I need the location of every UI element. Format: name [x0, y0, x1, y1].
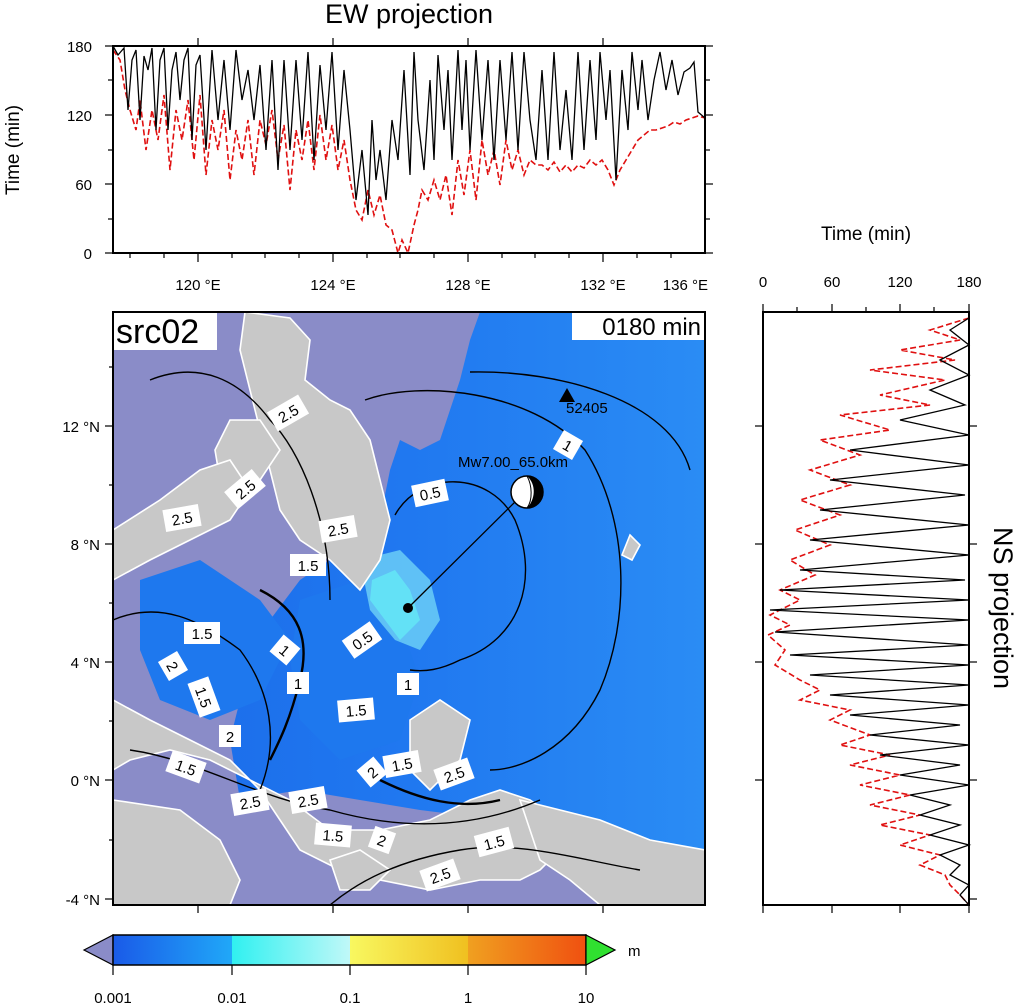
colorbar-tick-1: 1	[464, 990, 472, 1007]
contour-label: 1.5	[192, 626, 213, 643]
station-label: 52405	[566, 400, 608, 417]
epicenter-marker	[403, 603, 413, 613]
ns-projection-panel: Time (min) NS projection 0 60 120 180	[755, 224, 1017, 913]
colorbar-over-arrow	[585, 934, 617, 966]
ns-x-axis-label: Time (min)	[821, 224, 911, 245]
contour-label: 1	[404, 677, 412, 694]
contour-label: 1.5	[173, 757, 198, 780]
ew-panel-title: EW projection	[325, 0, 493, 29]
source-to-mechanism-line	[407, 492, 525, 609]
colorbar-tick-0-01: 0.01	[217, 990, 246, 1007]
contour-label: 2.5	[297, 791, 320, 811]
colorbar-unit: m	[628, 943, 641, 960]
colorbar-segment	[232, 935, 350, 965]
colorbar-tick-0-001: 0.001	[94, 990, 132, 1007]
time-label: 0180 min	[602, 314, 701, 341]
map-ytick-12n: 12 °N	[62, 419, 100, 436]
map-panel: Mw7.00_65.0km 52405 0.5 1 0.5 1 1 1 1.5 …	[62, 311, 706, 913]
station-marker	[559, 388, 575, 402]
colorbar-segment	[113, 935, 232, 965]
focal-mechanism-beachball	[510, 475, 544, 509]
colorbar-tick-10: 10	[578, 990, 595, 1007]
colorbar: 0.001 0.01 0.1 1 10 m	[82, 934, 641, 1007]
contour-label: 0.5	[418, 484, 442, 505]
contour-label: 2.5	[171, 509, 194, 529]
ew-ytick-60: 60	[75, 177, 92, 194]
colorbar-under-arrow	[82, 934, 114, 966]
ns-xtick-60: 60	[824, 274, 841, 291]
contour-label: 2.5	[239, 793, 262, 813]
ew-xtick-136: 136 °E	[663, 277, 708, 294]
contour-label: 2.5	[442, 764, 467, 787]
high-wave-halo	[360, 550, 440, 650]
ew-projection-panel: EW projection Time (min) 180 120 60 0	[3, 0, 713, 294]
ns-red-dashed-series	[766, 317, 970, 906]
ew-y-axis-label: Time (min)	[3, 105, 24, 195]
map-ytick-0n: 0 °N	[71, 773, 100, 790]
map-ytick-8n: 8 °N	[71, 537, 100, 554]
source-label: src02	[116, 313, 199, 351]
map-ytick-4n: 4 °N	[71, 655, 100, 672]
colorbar-segment	[350, 935, 468, 965]
ns-black-series	[769, 317, 972, 906]
contour-label: 2.5	[428, 865, 453, 888]
ew-ytick-180: 180	[67, 39, 92, 56]
map-ytick-minus4n: -4 °N	[66, 892, 100, 909]
contour-label: 1.5	[391, 755, 414, 775]
ew-ytick-120: 120	[67, 108, 92, 125]
ns-xtick-180: 180	[956, 274, 981, 291]
contour-2	[113, 611, 272, 791]
ew-black-series	[112, 45, 706, 216]
ew-ytick-0: 0	[84, 246, 92, 263]
contour-1-b	[469, 371, 691, 471]
ew-red-dashed-series	[112, 49, 706, 256]
contour-label: 1.5	[482, 833, 507, 855]
contour-label: 2	[226, 729, 234, 746]
contour-1-a	[364, 389, 622, 771]
ns-xtick-120: 120	[887, 274, 912, 291]
contour-labels: 0.5 1 0.5 1 1 1 1.5 1.5 1.5 1.5 1.5 1.5 …	[157, 394, 584, 892]
colorbar-segment	[468, 935, 586, 965]
colorbar-tick-0-1: 0.1	[340, 990, 361, 1007]
time-label-box	[572, 312, 705, 340]
event-label: Mw7.00_65.0km	[458, 454, 568, 471]
map-frame	[112, 311, 706, 906]
ew-xtick-132: 132 °E	[580, 277, 625, 294]
source-label-box	[113, 312, 217, 350]
contour-label: 2.5	[327, 520, 350, 540]
ew-xtick-120: 120 °E	[175, 277, 220, 294]
contour-3	[329, 846, 641, 905]
contour-label: 1.5	[322, 827, 344, 846]
contour-label: 1.5	[298, 558, 319, 575]
contour-label: 1	[294, 676, 302, 693]
contour-label: 1.5	[191, 685, 214, 710]
ew-xtick-124: 124 °E	[310, 277, 355, 294]
contour-label: 1.5	[345, 702, 367, 721]
ns-xtick-0: 0	[759, 274, 767, 291]
ns-panel-title: NS projection	[988, 527, 1017, 689]
ew-xtick-128: 128 °E	[445, 277, 490, 294]
